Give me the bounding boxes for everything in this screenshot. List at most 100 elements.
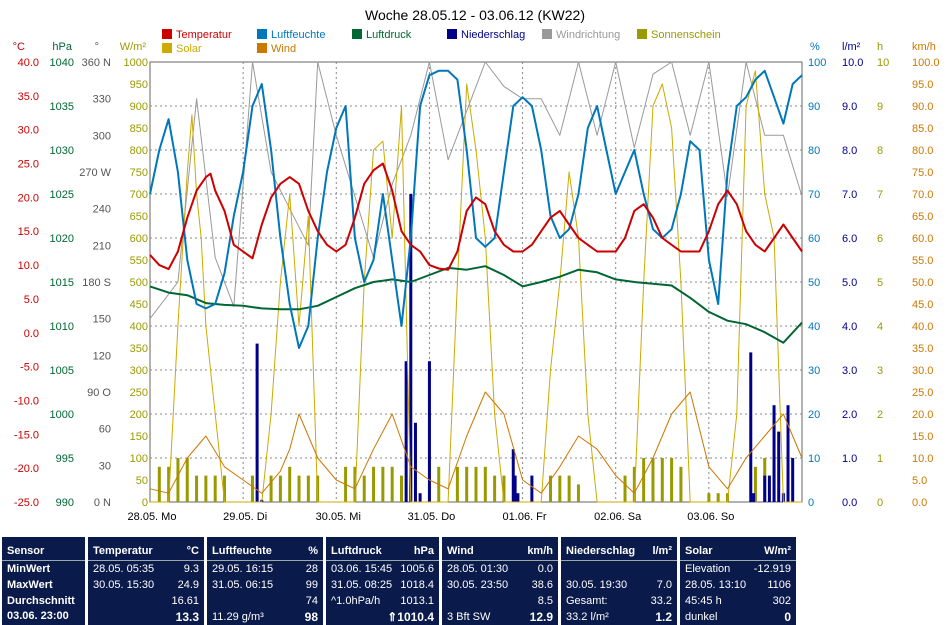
axis-tick-label: 5.0 xyxy=(24,294,39,306)
axis-tick-label: 75.0 xyxy=(912,167,933,179)
axis-tick-label: 4 xyxy=(877,321,883,333)
sunshine-bar xyxy=(679,466,683,502)
stats-header: Wind xyxy=(447,545,474,557)
rain-bar xyxy=(777,431,781,502)
axis-tick-label: 40.0 xyxy=(912,321,933,333)
rain-bar xyxy=(786,405,790,502)
stats-value: 99 xyxy=(305,579,318,591)
stats-header: Solar xyxy=(685,545,713,557)
legend-swatch xyxy=(162,43,172,53)
rain-bar xyxy=(516,493,520,502)
chart-title: Woche 28.05.12 - 03.06.12 (KW22) xyxy=(365,7,585,23)
stats-cell: 30.05. 15:30 xyxy=(93,579,155,591)
axis-tick-label: 0.0 xyxy=(24,328,39,340)
stats-rain: Niederschlag l/m² 30.05. 19:30 7.0 Gesam… xyxy=(561,537,677,625)
sunshine-bar xyxy=(167,466,171,502)
axis-tick-label: 1005 xyxy=(50,365,74,377)
legend-label: Wind xyxy=(271,43,296,55)
axis-tick-label: 800 xyxy=(130,145,148,157)
axis-tick-label: 25.0 xyxy=(912,387,933,399)
axis-tick-label: 650 xyxy=(130,211,148,223)
axis-tick-label: 85.0 xyxy=(912,123,933,135)
axis-unit: ° xyxy=(95,41,99,53)
sunshine-bar xyxy=(362,475,366,502)
axis-tick-label: 1025 xyxy=(50,189,74,201)
axis-tick-label: 180 S xyxy=(82,277,111,289)
axis-tick-label: 3.0 xyxy=(842,365,857,377)
stats-sensor: Sensor MinWert MaxWert Durchschnitt 03.0… xyxy=(2,537,85,625)
rain-bar xyxy=(767,475,771,502)
axis-unit: km/h xyxy=(912,41,936,53)
stats-wind: Wind km/h 28.05. 01:30 0.0 30.05. 23:50 … xyxy=(442,537,558,625)
stats-cell: Gesamt: xyxy=(566,595,608,607)
rain-bar xyxy=(752,493,756,502)
axis-tick-label: 5.0 xyxy=(842,277,857,289)
axis-tick-label: 500 xyxy=(130,277,148,289)
axis-tick-label: 55.0 xyxy=(912,255,933,267)
axis-tick-label: 990 xyxy=(56,497,74,509)
stats-header: Luftfeuchte xyxy=(212,545,272,557)
axis-tick-label: 90 xyxy=(808,101,820,113)
stats-value: 12.9 xyxy=(529,610,553,624)
series-line-solar xyxy=(150,70,802,503)
axis-tick-label: 7 xyxy=(877,189,883,201)
axis-tick-label: -5.0 xyxy=(20,362,39,374)
sunshine-bar xyxy=(213,475,217,502)
axis-tick-label: 50 xyxy=(136,475,148,487)
axis-tick-label: 100.0 xyxy=(912,57,940,69)
stats-cell: 45:45 h xyxy=(685,595,722,607)
axis-tick-label: 80 xyxy=(808,145,820,157)
rain-bar xyxy=(513,475,517,502)
sunshine-bar xyxy=(567,475,571,502)
axis-tick-label: 300 xyxy=(93,130,111,142)
rain-bar xyxy=(749,352,753,502)
stats-temperature: Temperatur °C 28.05. 05:35 9.3 30.05. 15… xyxy=(88,537,204,625)
axis-tick-label: 1000 xyxy=(50,409,74,421)
axis-tick-label: 30 xyxy=(99,460,111,472)
stats-value: 0.0 xyxy=(537,563,553,575)
axis-unit: l/m² xyxy=(842,41,861,53)
x-tick-label: 28.05. Mo xyxy=(128,511,177,523)
stats-row-label: MaxWert xyxy=(7,579,53,591)
sunshine-bar xyxy=(623,475,627,502)
axis-tick-label: 4.0 xyxy=(842,321,857,333)
sunshine-bar xyxy=(465,466,469,502)
axis-tick-label: 1030 xyxy=(50,145,74,157)
axis-unit: hPa xyxy=(52,41,72,53)
legend-swatch xyxy=(542,29,552,39)
axis-tick-label: 10 xyxy=(877,57,889,69)
sunshine-bar xyxy=(223,475,227,502)
stats-cell: 3 Bft SW xyxy=(447,611,491,623)
stats-value: ⇑1010.4 xyxy=(387,610,434,624)
axis-tick-label: 30.0 xyxy=(18,125,39,137)
sunshine-bar xyxy=(642,458,646,502)
stats-pressure: Luftdruck hPa 03.06. 15:45 1005.6 31.05.… xyxy=(326,537,439,625)
axis-tick-label: 9.0 xyxy=(842,101,857,113)
rain-bar xyxy=(255,343,259,502)
rain-bar xyxy=(427,361,431,502)
axis-tick-label: 90 O xyxy=(87,387,111,399)
stats-unit: % xyxy=(308,545,318,557)
stats-unit: hPa xyxy=(413,545,434,557)
axis-tick-label: 950 xyxy=(130,79,148,91)
series-line-windrichtung xyxy=(149,61,803,320)
axis-tick-label: 270 W xyxy=(79,167,111,179)
stats-header: Luftdruck xyxy=(331,545,382,557)
axis-tick-label: 750 xyxy=(130,167,148,179)
axis-tick-label: 100 xyxy=(130,453,148,465)
axis-tick-label: 250 xyxy=(130,387,148,399)
axis-tick-label: 10.0 xyxy=(18,260,39,272)
axis-tick-label: 1015 xyxy=(50,277,74,289)
stats-cell: 33.2 l/m² xyxy=(566,611,609,623)
axis-tick-label: 20 xyxy=(808,409,820,421)
weather-chart: Woche 28.05.12 - 03.06.12 (KW22) Tempera… xyxy=(13,7,940,523)
legend-label: Luftfeuchte xyxy=(271,29,325,41)
axis-tick-label: 95.0 xyxy=(912,79,933,91)
axis-tick-label: 5.0 xyxy=(912,475,927,487)
sunshine-bar xyxy=(353,466,357,502)
stats-value: 302 xyxy=(772,595,791,607)
legend-label: Niederschlag xyxy=(461,29,525,41)
axis-tick-label: 240 xyxy=(93,204,111,216)
axis-tick-label: 200 xyxy=(130,409,148,421)
stats-unit: °C xyxy=(186,545,199,557)
